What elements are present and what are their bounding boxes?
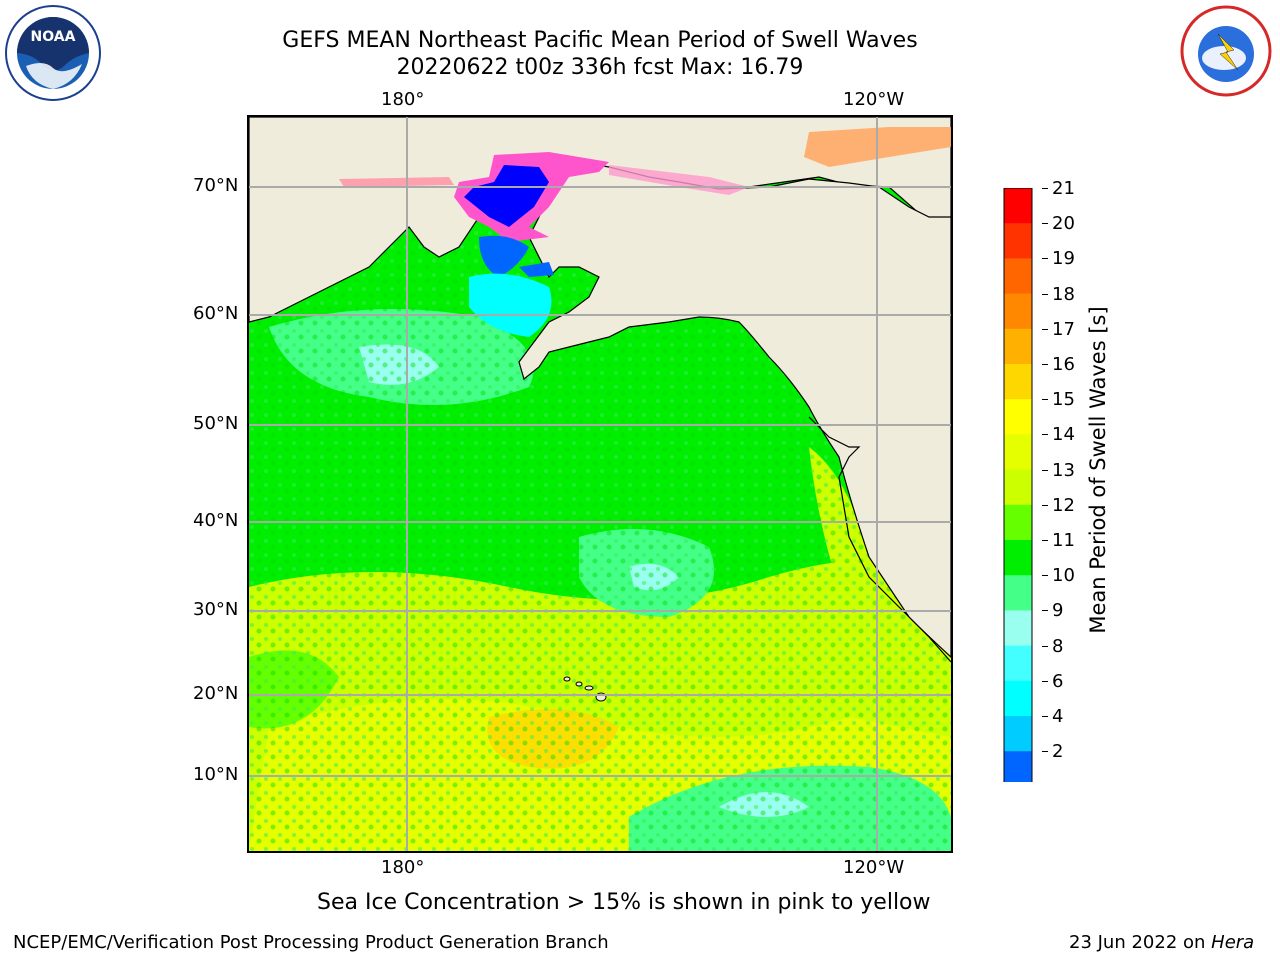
colorbar-tick-label: 4 <box>1042 706 1063 728</box>
colorbar-segment <box>1004 364 1032 400</box>
chart-title: GEFS MEAN Northeast Pacific Mean Period … <box>282 28 918 53</box>
coastline-west-us <box>808 416 951 663</box>
colorbar-tick-mark <box>1042 716 1048 717</box>
colorbar-tick-label: 13 <box>1042 460 1075 482</box>
swell-low-norton <box>519 262 554 277</box>
bottom-tick-120w: 120°W <box>843 857 905 878</box>
colorbar-tick-mark <box>1042 258 1048 260</box>
colorbar-segment <box>1004 258 1032 295</box>
colorbar-label: Mean Period of Swell Waves [s] <box>1086 306 1110 634</box>
swell-period-map <box>247 115 953 853</box>
graticule <box>249 117 951 851</box>
colorbar-tick-label: 8 <box>1042 636 1063 658</box>
lat-tick-40n: 40°N <box>193 510 239 531</box>
colorbar-tick-label: 9 <box>1042 600 1063 622</box>
colorbar-segment <box>1004 188 1032 224</box>
colorbar-tick-mark <box>1042 434 1048 436</box>
colorbar-tick-mark <box>1042 293 1048 295</box>
swell-low-bering-sea <box>469 273 552 337</box>
footer-machine: Hera <box>1211 932 1255 953</box>
colorbar-segment <box>1004 223 1032 259</box>
bottom-tick-180: 180° <box>381 857 425 878</box>
colorbar-segment <box>1004 716 1032 752</box>
swell-very-low-chukchi <box>464 165 549 227</box>
lat-tick-70n: 70°N <box>193 175 239 196</box>
nws-logo <box>1176 4 1276 98</box>
colorbar-graphic <box>1003 187 1033 816</box>
colorbar-tick-label: 21 <box>1042 178 1075 200</box>
colorbar-segment <box>1004 434 1032 471</box>
colorbar-tick-mark <box>1042 645 1048 647</box>
colorbar-tick-label: 15 <box>1042 389 1075 411</box>
colorbar-tick-label: 20 <box>1042 213 1075 235</box>
lat-tick-30n: 30°N <box>193 599 239 620</box>
lat-tick-60n: 60°N <box>193 303 239 324</box>
colorbar-tick-label: 11 <box>1042 530 1075 552</box>
colorbar-tick-label: 2 <box>1042 741 1063 763</box>
lat-tick-10n: 10°N <box>193 764 239 785</box>
colorbar-tick-mark <box>1042 680 1048 682</box>
footer-org: NCEP/EMC/Verification Post Processing Pr… <box>13 932 609 953</box>
colorbar-segment <box>1004 680 1032 717</box>
colorbar-tick-label: 16 <box>1042 354 1075 376</box>
footer-date-text: 23 Jun 2022 on <box>1069 932 1212 953</box>
colorbar-tick-label: 10 <box>1042 565 1075 587</box>
colorbar-segment <box>1004 575 1032 611</box>
colorbar-segment <box>1004 610 1032 647</box>
colorbar-segment <box>1004 399 1032 435</box>
colorbar-tick-label: 12 <box>1042 495 1075 517</box>
colorbar-tick-mark <box>1042 188 1048 189</box>
colorbar-segment <box>1004 751 1032 787</box>
colorbar-tick-label: 18 <box>1042 284 1075 306</box>
colorbar-tick-label: 6 <box>1042 671 1063 693</box>
colorbar-segment <box>1004 504 1032 541</box>
colorbar-tick-mark <box>1042 540 1048 541</box>
swell-low-bering-strait <box>479 235 529 277</box>
svg-text:NOAA: NOAA <box>31 29 76 45</box>
footer-date: 23 Jun 2022 on Hera <box>1069 932 1254 953</box>
colorbar-tick-mark <box>1042 328 1048 330</box>
colorbar-segment <box>1004 293 1032 330</box>
colorbar-segment <box>1004 469 1032 506</box>
colorbar-tick-mark <box>1042 610 1048 612</box>
sea-ice-siberia-coast <box>339 177 454 187</box>
colorbar-tick-mark <box>1042 504 1048 506</box>
sea-ice-note: Sea Ice Concentration > 15% is shown in … <box>317 890 931 915</box>
chart-subtitle: 20220622 t00z 336h fcst Max: 16.79 <box>396 55 804 80</box>
colorbar-segment <box>1004 328 1032 365</box>
lat-tick-20n: 20°N <box>193 683 239 704</box>
colorbar-tick-label: 17 <box>1042 319 1075 341</box>
noaa-logo: NOAA <box>4 4 102 102</box>
lat-tick-50n: 50°N <box>193 413 239 434</box>
colorbar-tick-mark <box>1042 751 1048 753</box>
colorbar-tick-mark <box>1042 364 1048 365</box>
colorbar-segment <box>1004 540 1032 576</box>
colorbar-tick-mark <box>1042 469 1048 471</box>
colorbar-tick-label: 19 <box>1042 248 1075 270</box>
colorbar-tick-mark <box>1042 399 1048 401</box>
top-tick-180: 180° <box>381 89 425 110</box>
colorbar-tick-mark <box>1042 575 1048 577</box>
top-tick-120w: 120°W <box>843 89 905 110</box>
colorbar-tick-mark <box>1042 223 1048 225</box>
colorbar <box>1003 187 1033 816</box>
colorbar-tick-label: 14 <box>1042 424 1075 446</box>
colorbar-segment <box>1004 645 1032 682</box>
